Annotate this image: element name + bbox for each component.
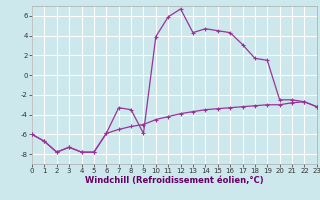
X-axis label: Windchill (Refroidissement éolien,°C): Windchill (Refroidissement éolien,°C) [85, 176, 264, 185]
